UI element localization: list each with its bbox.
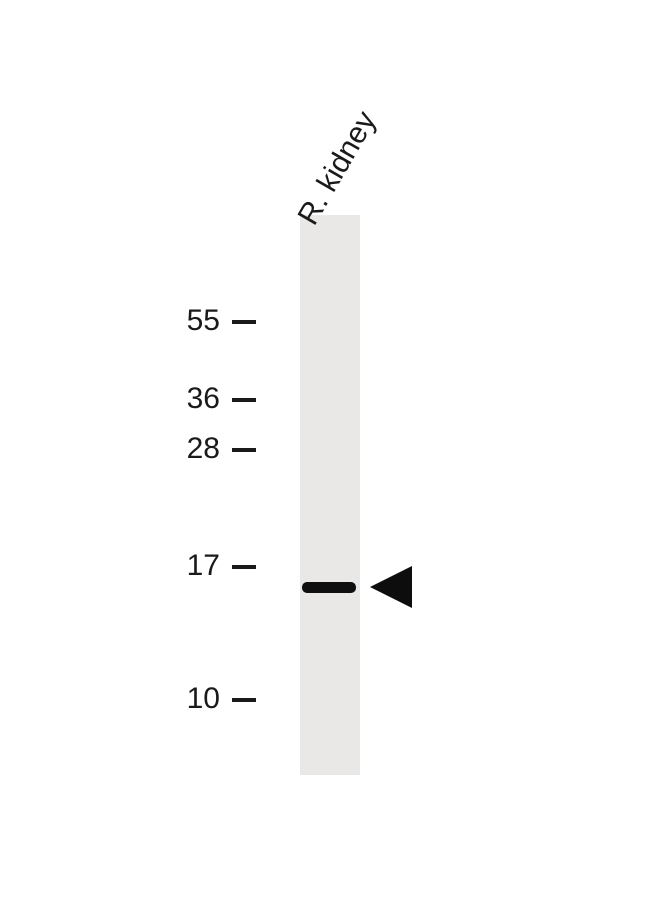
lane-label: R. kidney (292, 106, 384, 231)
marker-label: 17 (170, 549, 220, 583)
marker-label: 36 (170, 382, 220, 416)
marker-label: 28 (170, 432, 220, 466)
protein-band (302, 582, 356, 593)
marker-tick (232, 398, 256, 402)
band-pointer-arrow-icon (370, 566, 412, 608)
marker-label: 10 (170, 682, 220, 716)
marker-tick (232, 698, 256, 702)
blot-lane (300, 215, 360, 775)
blot-canvas: R. kidney 55 36 28 17 10 (0, 0, 650, 920)
marker-tick (232, 565, 256, 569)
marker-label: 55 (170, 304, 220, 338)
marker-tick (232, 320, 256, 324)
marker-tick (232, 448, 256, 452)
